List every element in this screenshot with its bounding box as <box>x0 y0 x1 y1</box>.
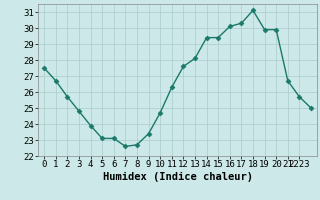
X-axis label: Humidex (Indice chaleur): Humidex (Indice chaleur) <box>103 172 252 182</box>
